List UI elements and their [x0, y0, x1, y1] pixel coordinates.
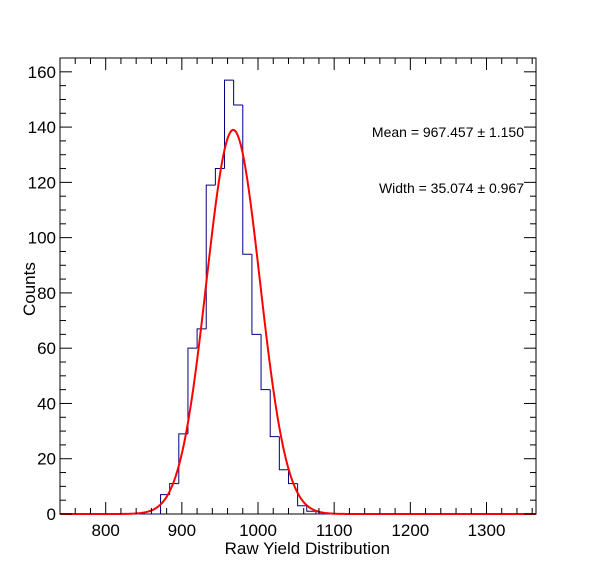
- x-tick-label: 1000: [239, 521, 277, 540]
- histogram-bin: [252, 254, 261, 334]
- y-tick-label: 20: [37, 450, 56, 469]
- x-tick-label: 1300: [468, 521, 506, 540]
- y-tick-label: 120: [28, 173, 56, 192]
- x-tick-label: 800: [92, 521, 120, 540]
- histogram-bin: [234, 80, 243, 105]
- x-tick-label: 1200: [391, 521, 429, 540]
- y-tick-label: 80: [37, 284, 56, 303]
- x-tick-label: 1100: [316, 521, 353, 540]
- y-tick-label: 60: [37, 339, 56, 358]
- x-tick-label: 900: [168, 521, 196, 540]
- y-tick-label: 160: [28, 63, 56, 82]
- histogram-layer: [60, 80, 536, 514]
- y-tick-label: 40: [37, 394, 56, 413]
- y-tick-label: 0: [47, 505, 56, 524]
- width-annotation: Width = 35.074 ± 0.967: [379, 180, 524, 196]
- y-tick-label: 140: [28, 118, 56, 137]
- x-axis-title: Raw Yield Distribution: [225, 539, 390, 558]
- histogram-bin: [206, 185, 215, 329]
- y-tick-label: 100: [28, 229, 56, 248]
- mean-annotation: Mean = 967.457 ± 1.150: [372, 124, 524, 140]
- y-axis-title: Counts: [20, 262, 39, 316]
- histogram-bin: [225, 80, 234, 168]
